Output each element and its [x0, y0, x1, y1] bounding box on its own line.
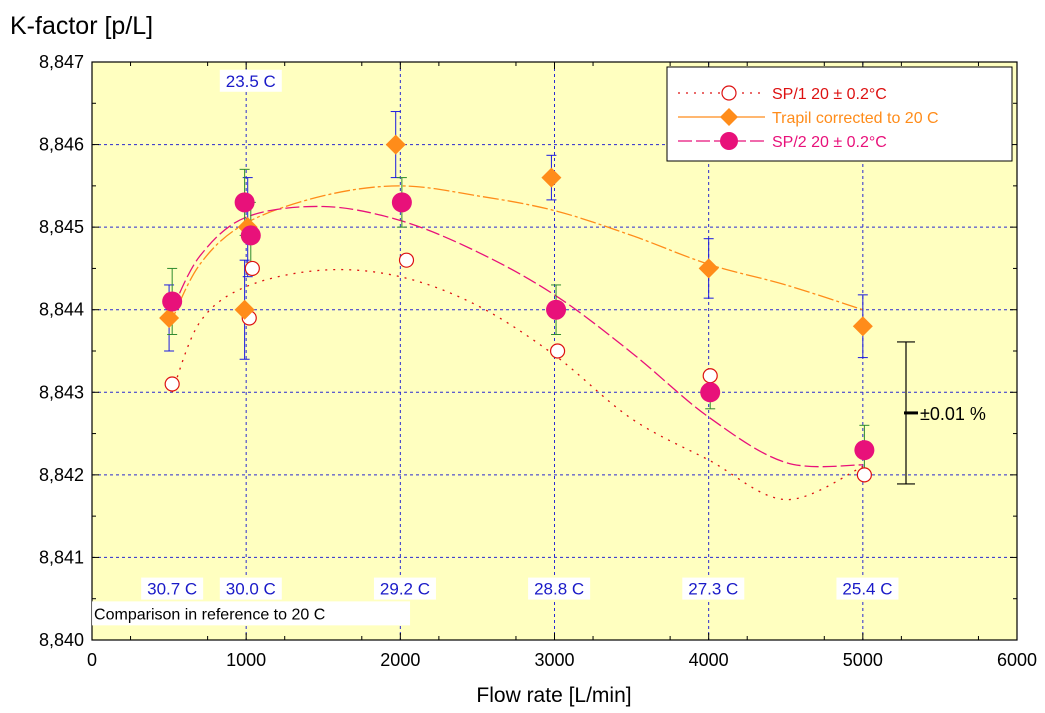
- temperature-label: 30.7 C: [147, 580, 197, 599]
- marker-trapil: [385, 134, 406, 155]
- marker-sp2: [546, 299, 567, 320]
- range-bar-label: ±0.01 %: [920, 404, 986, 424]
- marker-sp1: [244, 260, 260, 277]
- marker-sp1: [164, 376, 180, 392]
- marker-trapil: [698, 258, 719, 279]
- legend-sp1-label: SP/1 20 ± 0.2°C: [772, 86, 887, 103]
- legend-trapil-label: Trapil corrected to 20 C: [772, 110, 939, 127]
- temperature-label: 27.3 C: [688, 580, 738, 599]
- y-tick-label: 8,846: [39, 135, 84, 155]
- marker-sp2: [391, 192, 412, 213]
- temperature-label-box: [219, 577, 282, 600]
- y-tick-label: 8,844: [39, 300, 84, 320]
- marker-sp1: [856, 467, 872, 483]
- y-tick-label: 8,842: [39, 465, 84, 485]
- fit-curve-trapil: [168, 185, 863, 327]
- marker-sp2: [854, 440, 875, 461]
- legend-trapil-marker: [720, 108, 738, 126]
- temperature-label-box: [836, 577, 899, 600]
- y-tick-label: 8,840: [39, 630, 84, 650]
- temperature-label: 23.5 C: [226, 72, 276, 91]
- marker-sp2: [234, 192, 255, 213]
- y-tick-label: 8,847: [39, 52, 84, 72]
- axis-ticks: 0 1000 2000 3000 4000 5000 6000 8,840 8,841 8,842…: [39, 52, 1037, 670]
- x-tick-label: 4000: [689, 650, 729, 670]
- legend: SP/1 20 ± 0.2°C Trapil corrected to 20 C…: [666, 66, 1013, 162]
- temperature-label-box: [373, 577, 436, 600]
- temperature-label-box: [141, 577, 204, 600]
- marker-sp1: [702, 368, 718, 384]
- y-tick-label: 8,841: [39, 547, 84, 567]
- x-tick-label: 0: [87, 650, 97, 670]
- temperature-label: 29.2 C: [380, 580, 430, 599]
- temperature-label: 28.8 C: [534, 580, 584, 599]
- x-tick-label: 3000: [534, 650, 574, 670]
- temperature-label-box: [682, 577, 745, 600]
- temperature-label: 30.0 C: [226, 580, 276, 599]
- y-axis-label: K-factor [p/L]: [10, 12, 153, 40]
- reference-note: Comparison in reference to 20 C: [94, 606, 325, 623]
- x-tick-label: 5000: [843, 650, 883, 670]
- marker-trapil: [852, 316, 873, 337]
- temperature-label: 25.4 C: [842, 580, 892, 599]
- marker-sp2: [240, 225, 261, 246]
- x-tick-label: 1000: [226, 650, 266, 670]
- marker-trapil: [234, 299, 255, 320]
- x-axis-label: Flow rate [L/min]: [476, 684, 631, 707]
- marker-sp2: [162, 291, 183, 312]
- legend-sp2-label: SP/2 20 ± 0.2°C: [772, 134, 887, 151]
- fit-curves: [168, 185, 864, 501]
- reference-note-box: [92, 601, 411, 626]
- marker-trapil: [159, 307, 180, 328]
- marker-trapil: [541, 167, 562, 188]
- marker-sp1: [398, 252, 415, 268]
- legend-sp2-marker: [720, 132, 738, 150]
- fit-curve-sp2: [171, 205, 863, 468]
- x-tick-label: 6000: [997, 650, 1037, 670]
- annotations: 23.5 C 30.7 C 30.0 C 29.2 C 28.8 C 27.3 C 25.4…: [92, 69, 986, 626]
- marker-sp2: [700, 382, 721, 403]
- y-tick-label: 8,843: [39, 382, 84, 402]
- temperature-label-box: [219, 69, 282, 92]
- x-tick-label: 2000: [380, 650, 420, 670]
- legend-sp1-marker: [721, 85, 737, 101]
- data-markers: [159, 134, 875, 483]
- temperature-label-box: [528, 577, 591, 600]
- marker-sp1: [549, 343, 566, 359]
- y-tick-label: 8,845: [39, 217, 84, 237]
- fit-curve-sp1: [171, 268, 864, 501]
